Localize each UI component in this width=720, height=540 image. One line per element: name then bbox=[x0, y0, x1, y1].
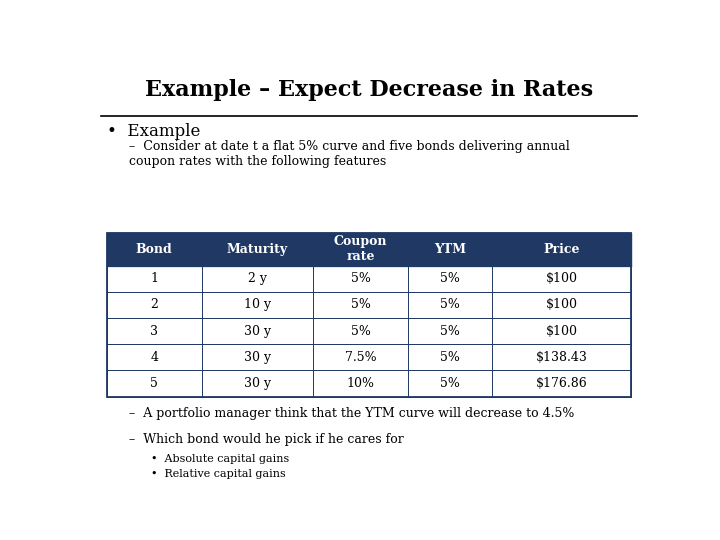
Text: $100: $100 bbox=[546, 325, 577, 338]
Text: •  Example: • Example bbox=[107, 123, 200, 140]
Text: Maturity: Maturity bbox=[227, 243, 288, 256]
Text: •  Relative capital gains: • Relative capital gains bbox=[151, 469, 286, 480]
Text: YTM: YTM bbox=[434, 243, 466, 256]
FancyBboxPatch shape bbox=[107, 370, 631, 396]
FancyBboxPatch shape bbox=[107, 344, 631, 370]
FancyBboxPatch shape bbox=[107, 318, 631, 344]
Text: 5%: 5% bbox=[351, 299, 371, 312]
Text: –  A portfolio manager think that the YTM curve will decrease to 4.5%: – A portfolio manager think that the YTM… bbox=[129, 407, 575, 420]
Text: $100: $100 bbox=[546, 272, 577, 285]
Text: 5%: 5% bbox=[351, 325, 371, 338]
Text: 5%: 5% bbox=[440, 325, 460, 338]
Text: 30 y: 30 y bbox=[244, 351, 271, 364]
Text: Bond: Bond bbox=[136, 243, 173, 256]
Text: 5%: 5% bbox=[440, 377, 460, 390]
Text: $176.86: $176.86 bbox=[536, 377, 588, 390]
FancyBboxPatch shape bbox=[107, 292, 631, 318]
Text: 5%: 5% bbox=[351, 272, 371, 285]
Text: 10 y: 10 y bbox=[244, 299, 271, 312]
Text: 30 y: 30 y bbox=[244, 377, 271, 390]
Text: $100: $100 bbox=[546, 299, 577, 312]
Text: 2: 2 bbox=[150, 299, 158, 312]
Text: 2 y: 2 y bbox=[248, 272, 267, 285]
Text: Coupon
rate: Coupon rate bbox=[334, 235, 387, 264]
Text: 5%: 5% bbox=[440, 351, 460, 364]
FancyBboxPatch shape bbox=[107, 233, 631, 266]
Text: 7.5%: 7.5% bbox=[345, 351, 377, 364]
Text: –  Consider at date t a flat 5% curve and five bonds delivering annual
coupon ra: – Consider at date t a flat 5% curve and… bbox=[129, 140, 570, 168]
Text: $138.43: $138.43 bbox=[536, 351, 588, 364]
Text: 30 y: 30 y bbox=[244, 325, 271, 338]
Text: Price: Price bbox=[544, 243, 580, 256]
Text: 4: 4 bbox=[150, 351, 158, 364]
Text: •  Absolute capital gains: • Absolute capital gains bbox=[151, 454, 289, 463]
Text: –  Which bond would he pick if he cares for: – Which bond would he pick if he cares f… bbox=[129, 433, 404, 446]
Text: Example – Expect Decrease in Rates: Example – Expect Decrease in Rates bbox=[145, 79, 593, 102]
Text: 5%: 5% bbox=[440, 272, 460, 285]
Text: 3: 3 bbox=[150, 325, 158, 338]
FancyBboxPatch shape bbox=[107, 266, 631, 292]
Text: 10%: 10% bbox=[346, 377, 374, 390]
Text: 5%: 5% bbox=[440, 299, 460, 312]
Text: 1: 1 bbox=[150, 272, 158, 285]
Text: 5: 5 bbox=[150, 377, 158, 390]
